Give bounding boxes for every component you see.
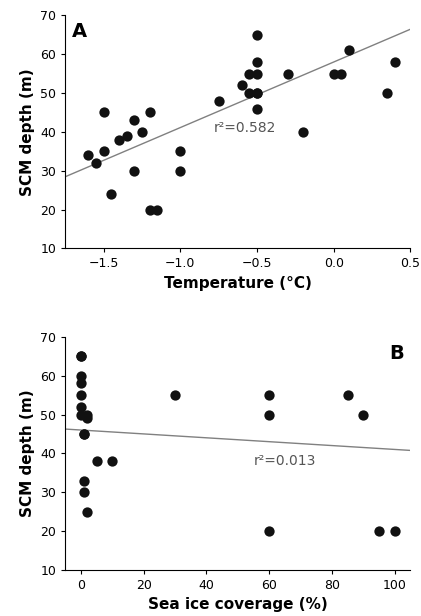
Text: r²=0.582: r²=0.582 [214,121,277,135]
Point [131,115,138,125]
Point [254,88,261,98]
Point [81,487,88,497]
Point [360,410,367,419]
Point [77,410,84,419]
Point [254,88,261,98]
Point [254,30,261,40]
Point [131,166,138,176]
Point [85,150,92,160]
Point [384,88,391,98]
Point [254,57,261,67]
Point [139,127,145,137]
Point [84,413,91,423]
Point [77,402,84,411]
Point [93,158,99,168]
Point [100,147,107,156]
Point [266,526,273,536]
Point [254,69,261,79]
Point [108,189,115,199]
Text: A: A [72,22,87,41]
Point [300,127,306,137]
Point [177,147,184,156]
Point [344,390,351,400]
Point [77,378,84,388]
Point [77,390,84,400]
Point [100,108,107,118]
Point [146,108,153,118]
Point [246,88,253,98]
Point [392,526,398,536]
Point [81,429,88,439]
Point [392,57,399,67]
Y-axis label: SCM depth (m): SCM depth (m) [20,389,35,517]
Point [81,476,88,485]
Point [146,205,153,214]
Point [238,80,245,90]
Point [284,69,291,79]
Point [154,205,161,214]
Point [84,506,91,516]
Point [77,351,84,361]
X-axis label: Temperature (°C): Temperature (°C) [164,276,312,291]
Point [338,69,345,79]
Point [376,526,382,536]
X-axis label: Sea ice coverage (%): Sea ice coverage (%) [148,598,328,612]
Point [77,371,84,381]
Point [266,390,273,400]
Point [84,410,91,419]
Point [266,410,273,419]
Point [172,390,179,400]
Point [81,429,88,439]
Point [77,351,84,361]
Point [246,69,253,79]
Text: r²=0.013: r²=0.013 [253,454,316,468]
Point [330,69,337,79]
Point [254,103,261,113]
Text: B: B [389,344,404,363]
Y-axis label: SCM depth (m): SCM depth (m) [20,68,35,196]
Point [109,456,116,466]
Point [93,456,100,466]
Point [177,166,184,176]
Point [346,46,352,55]
Point [123,131,130,140]
Point [116,135,123,145]
Point [215,96,222,106]
